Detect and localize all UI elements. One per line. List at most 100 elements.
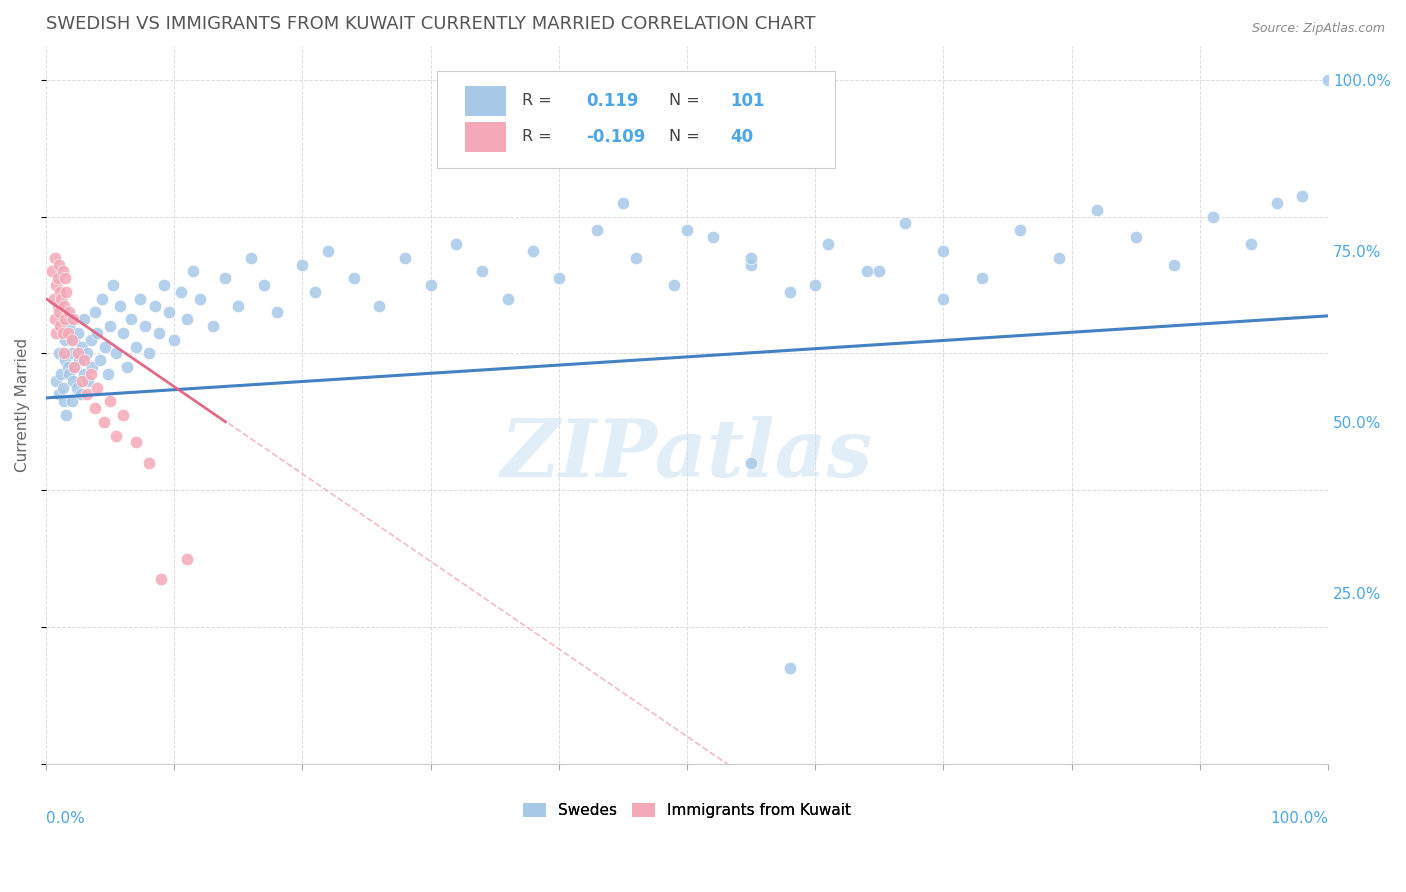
- Point: [53, 271, 76, 285]
- Point: [62, 312, 84, 326]
- Point: [53, 333, 76, 347]
- Point: [125, 435, 148, 450]
- Point: [240, 251, 263, 265]
- Point: [932, 292, 955, 306]
- Point: [153, 278, 176, 293]
- Point: [394, 251, 416, 265]
- Point: [86, 326, 108, 340]
- Text: 100.0%: 100.0%: [1270, 811, 1329, 825]
- Point: [41, 264, 63, 278]
- Point: [73, 353, 96, 368]
- Point: [676, 223, 699, 237]
- Point: [49, 285, 72, 299]
- Point: [110, 299, 132, 313]
- Point: [105, 428, 128, 442]
- Point: [105, 346, 128, 360]
- Point: [52, 264, 75, 278]
- Point: [624, 251, 647, 265]
- Point: [471, 264, 494, 278]
- Point: [157, 305, 180, 319]
- Point: [98, 319, 121, 334]
- Point: [44, 251, 66, 265]
- Point: [56, 326, 79, 340]
- Point: [304, 285, 326, 299]
- Text: SWEDISH VS IMMIGRANTS FROM KUWAIT CURRENTLY MARRIED CORRELATION CHART: SWEDISH VS IMMIGRANTS FROM KUWAIT CURREN…: [46, 15, 815, 33]
- Point: [1240, 237, 1263, 252]
- Point: [48, 346, 70, 360]
- Text: R =: R =: [522, 94, 551, 109]
- Point: [42, 292, 65, 306]
- Point: [69, 387, 91, 401]
- Point: [45, 374, 67, 388]
- Point: [134, 319, 156, 334]
- Point: [70, 374, 93, 388]
- Point: [664, 278, 686, 293]
- Point: [101, 278, 124, 293]
- Text: ZIPatlas: ZIPatlas: [501, 417, 873, 494]
- Point: [66, 381, 89, 395]
- Point: [183, 264, 205, 278]
- FancyBboxPatch shape: [465, 122, 506, 152]
- Point: [522, 244, 544, 258]
- Point: [73, 367, 96, 381]
- Point: [150, 572, 173, 586]
- Point: [214, 271, 236, 285]
- Point: [740, 251, 762, 265]
- Point: [48, 305, 70, 319]
- Point: [83, 305, 105, 319]
- Point: [1317, 73, 1340, 87]
- Point: [970, 271, 993, 285]
- Point: [368, 299, 391, 313]
- Point: [1047, 251, 1070, 265]
- Point: [82, 360, 104, 375]
- Point: [138, 346, 160, 360]
- Point: [201, 319, 224, 334]
- Point: [111, 326, 134, 340]
- Point: [253, 278, 276, 293]
- Point: [56, 360, 79, 375]
- Point: [316, 244, 339, 258]
- FancyBboxPatch shape: [437, 70, 835, 168]
- Point: [46, 271, 69, 285]
- Point: [80, 333, 103, 347]
- Text: -0.109: -0.109: [586, 128, 645, 146]
- Point: [176, 551, 198, 566]
- Point: [45, 278, 67, 293]
- Point: [612, 196, 634, 211]
- Point: [73, 312, 96, 326]
- Point: [779, 661, 801, 675]
- Point: [169, 285, 191, 299]
- Point: [1265, 196, 1288, 211]
- Point: [63, 360, 86, 375]
- Point: [93, 415, 115, 429]
- Point: [65, 360, 87, 375]
- Point: [804, 278, 827, 293]
- Point: [46, 299, 69, 313]
- Text: N =: N =: [669, 94, 700, 109]
- Point: [62, 374, 84, 388]
- Point: [70, 340, 93, 354]
- FancyBboxPatch shape: [465, 86, 506, 116]
- Legend: Swedes, Immigrants from Kuwait: Swedes, Immigrants from Kuwait: [516, 797, 858, 824]
- Point: [1010, 223, 1032, 237]
- Point: [52, 299, 75, 313]
- Point: [740, 258, 762, 272]
- Point: [702, 230, 724, 244]
- Point: [55, 285, 77, 299]
- Point: [1202, 210, 1225, 224]
- Point: [89, 353, 111, 368]
- Point: [817, 237, 839, 252]
- Point: [58, 305, 80, 319]
- Point: [76, 346, 98, 360]
- Point: [60, 346, 83, 360]
- Point: [55, 408, 77, 422]
- Point: [60, 394, 83, 409]
- Point: [115, 360, 138, 375]
- Point: [44, 312, 66, 326]
- Point: [48, 258, 70, 272]
- Point: [51, 367, 73, 381]
- Y-axis label: Currently Married: Currently Married: [15, 338, 30, 472]
- Point: [66, 346, 89, 360]
- Point: [128, 292, 150, 306]
- Point: [98, 394, 121, 409]
